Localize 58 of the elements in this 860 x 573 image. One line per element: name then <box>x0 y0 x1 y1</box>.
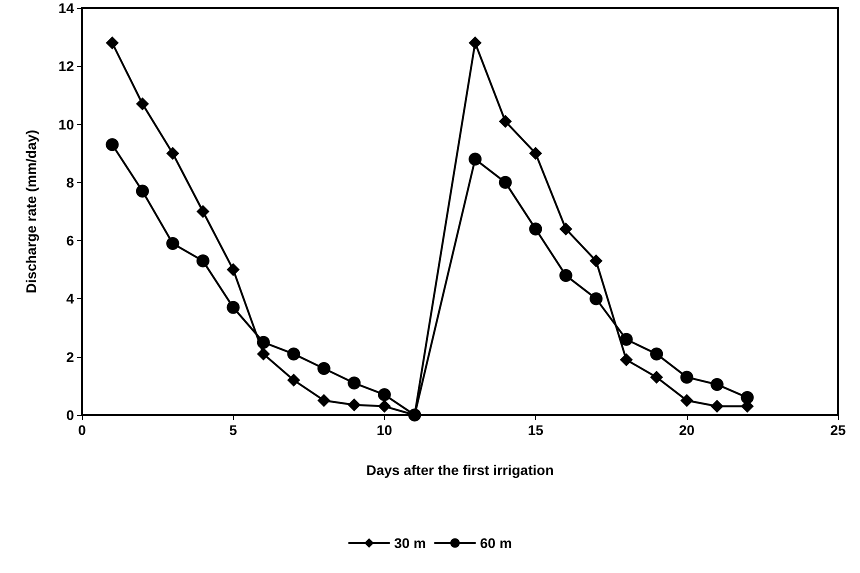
point <box>106 138 119 152</box>
point <box>740 391 754 404</box>
point <box>256 336 270 349</box>
point <box>136 97 149 110</box>
point <box>196 254 210 268</box>
x-tick-label: 25 <box>830 422 846 438</box>
point <box>498 176 512 189</box>
point <box>378 400 391 413</box>
point <box>468 36 482 50</box>
point <box>348 398 361 412</box>
point <box>620 353 633 366</box>
point <box>166 236 180 250</box>
point <box>408 408 422 422</box>
x-tick-label: 0 <box>78 422 86 438</box>
point <box>529 222 542 236</box>
point <box>287 347 300 360</box>
point <box>498 114 512 128</box>
y-tick-label: 8 <box>66 174 74 190</box>
point <box>559 268 572 282</box>
point <box>529 146 542 160</box>
point <box>136 184 149 198</box>
point <box>166 146 180 160</box>
point <box>650 370 664 384</box>
y-tick-label: 10 <box>58 116 74 132</box>
point <box>468 152 482 166</box>
point <box>710 400 724 413</box>
y-tick-label: 2 <box>66 348 74 365</box>
point <box>256 347 270 360</box>
point <box>710 378 724 391</box>
y-tick-label: 0 <box>66 407 74 423</box>
point <box>590 292 603 306</box>
x-axis-title: Days after the first irrigation <box>366 462 554 478</box>
point <box>317 362 330 375</box>
legend-label: 30 m <box>394 535 426 551</box>
point <box>680 394 694 407</box>
point <box>287 374 300 387</box>
legend-label: 60 m <box>480 535 512 551</box>
point <box>196 205 210 218</box>
x-tick-label: 20 <box>679 422 695 438</box>
point <box>620 332 633 346</box>
point <box>348 376 361 390</box>
point <box>378 388 391 402</box>
y-tick-label: 14 <box>58 0 74 16</box>
y-tick-label: 4 <box>66 290 74 307</box>
point <box>226 300 240 314</box>
y-axis-title: Discharge rate (mm/day) <box>23 130 39 294</box>
x-tick-label: 5 <box>229 422 238 438</box>
point <box>680 370 694 384</box>
y-tick-label: 6 <box>66 232 74 249</box>
point <box>106 36 119 50</box>
x-tick-label: 15 <box>528 422 544 438</box>
point <box>590 254 603 268</box>
y-tick-label: 12 <box>58 58 74 74</box>
point <box>317 394 330 407</box>
x-tick-label: 10 <box>376 422 392 438</box>
point <box>650 347 664 360</box>
point <box>226 263 240 276</box>
point <box>559 222 572 236</box>
